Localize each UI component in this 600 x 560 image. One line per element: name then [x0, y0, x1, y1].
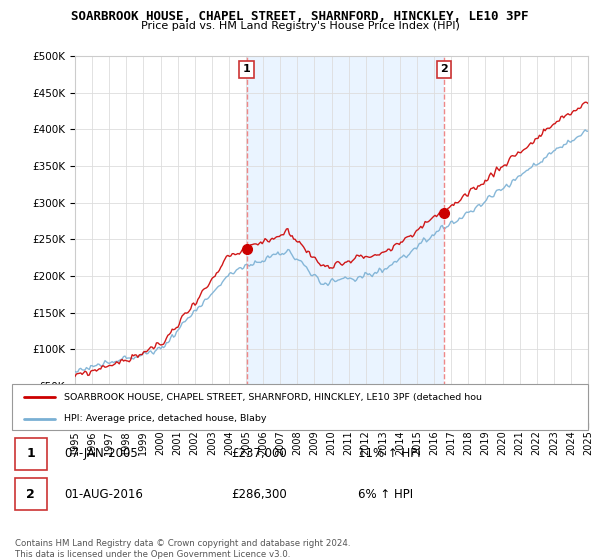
Text: £286,300: £286,300: [231, 488, 287, 501]
Text: 6% ↑ HPI: 6% ↑ HPI: [358, 488, 413, 501]
Text: 01-AUG-2016: 01-AUG-2016: [64, 488, 143, 501]
FancyBboxPatch shape: [15, 478, 47, 511]
Text: Contains HM Land Registry data © Crown copyright and database right 2024.
This d: Contains HM Land Registry data © Crown c…: [15, 539, 350, 559]
Text: 1: 1: [243, 64, 251, 74]
Text: HPI: Average price, detached house, Blaby: HPI: Average price, detached house, Blab…: [64, 414, 266, 423]
FancyBboxPatch shape: [12, 384, 588, 430]
Text: SOARBROOK HOUSE, CHAPEL STREET, SHARNFORD, HINCKLEY, LE10 3PF (detached hou: SOARBROOK HOUSE, CHAPEL STREET, SHARNFOR…: [64, 393, 482, 402]
Text: 2: 2: [440, 64, 448, 74]
Text: 1: 1: [26, 447, 35, 460]
Text: £237,000: £237,000: [231, 447, 287, 460]
FancyBboxPatch shape: [15, 437, 47, 470]
Text: 07-JAN-2005: 07-JAN-2005: [64, 447, 137, 460]
Bar: [247, 56, 444, 423]
Text: 11% ↑ HPI: 11% ↑ HPI: [358, 447, 420, 460]
Text: 2: 2: [26, 488, 35, 501]
Text: Price paid vs. HM Land Registry's House Price Index (HPI): Price paid vs. HM Land Registry's House …: [140, 21, 460, 31]
Text: SOARBROOK HOUSE, CHAPEL STREET, SHARNFORD, HINCKLEY, LE10 3PF: SOARBROOK HOUSE, CHAPEL STREET, SHARNFOR…: [71, 10, 529, 22]
